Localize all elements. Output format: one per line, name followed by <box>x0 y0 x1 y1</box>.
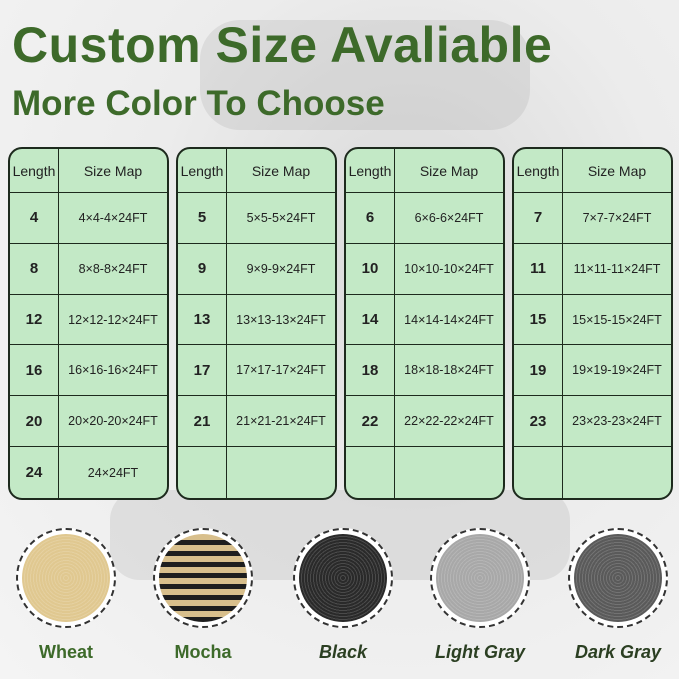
page-title: Custom Size Avaliable <box>12 17 553 73</box>
length-cell: 20 <box>10 396 59 448</box>
length-cell: 17 <box>178 345 227 397</box>
length-cell: 16 <box>10 345 59 397</box>
length-cell: 12 <box>10 294 59 346</box>
header-length: Length <box>10 149 59 193</box>
size-cell: 12×12-12×24FT <box>59 295 167 346</box>
size-cell <box>563 447 671 498</box>
length-cell: 18 <box>346 345 395 397</box>
fabric-texture <box>436 534 524 622</box>
color-label: Dark Gray <box>574 642 662 662</box>
header-size-map: Size Map <box>395 149 503 193</box>
size-cell: 16×16-16×24FT <box>59 345 167 397</box>
color-label: Wheat <box>39 642 93 662</box>
color-swatch-wheat[interactable] <box>16 528 116 628</box>
header-size-map: Size Map <box>59 149 167 193</box>
length-cell: 7 <box>514 193 563 244</box>
fabric-texture <box>574 534 662 622</box>
size-cell: 9×9-9×24FT <box>227 244 335 295</box>
size-cell: 22×22-22×24FT <box>395 396 503 448</box>
color-swatch-light-gray[interactable] <box>430 528 530 628</box>
size-cell: 15×15-15×24FT <box>563 295 671 346</box>
page-subtitle: More Color To Choose <box>12 84 385 123</box>
length-cell: 9 <box>178 243 227 295</box>
size-table: Length Size Map 4 4×4-4×24FT 8 8×8-8×24FT 12 12… <box>8 147 169 500</box>
color-label: Mocha <box>174 642 232 662</box>
length-cell: 15 <box>514 294 563 346</box>
size-cell <box>395 447 503 498</box>
length-cell: 10 <box>346 243 395 295</box>
size-cell: 7×7-7×24FT <box>563 193 671 244</box>
fabric-texture <box>159 534 247 622</box>
size-table: Length Size Map 6 6×6-6×24FT 10 10×10-10×24FT… <box>344 147 505 500</box>
size-cell: 4×4-4×24FT <box>59 193 167 244</box>
length-cell: 21 <box>178 396 227 448</box>
length-cell: 8 <box>10 243 59 295</box>
length-cell: 22 <box>346 396 395 448</box>
length-cell <box>178 447 227 498</box>
color-label: Black <box>318 642 368 662</box>
size-cell: 6×6-6×24FT <box>395 193 503 244</box>
header-length: Length <box>346 149 395 193</box>
length-cell: 11 <box>514 243 563 295</box>
size-cell <box>227 447 335 498</box>
size-cell: 14×14-14×24FT <box>395 295 503 346</box>
header-length: Length <box>514 149 563 193</box>
color-swatch-mocha[interactable] <box>153 528 253 628</box>
fabric-texture <box>22 534 110 622</box>
color-label: Light Gray <box>434 642 525 662</box>
length-cell: 13 <box>178 294 227 346</box>
size-cell: 21×21-21×24FT <box>227 396 335 448</box>
size-cell: 17×17-17×24FT <box>227 345 335 397</box>
size-cell: 11×11-11×24FT <box>563 244 671 295</box>
length-cell: 24 <box>10 447 59 498</box>
size-cell: 20×20-20×24FT <box>59 396 167 448</box>
length-cell <box>346 447 395 498</box>
length-cell: 14 <box>346 294 395 346</box>
length-cell: 4 <box>10 193 59 244</box>
size-cell: 10×10-10×24FT <box>395 244 503 295</box>
length-cell <box>514 447 563 498</box>
background-machine <box>200 20 530 130</box>
size-cell: 8×8-8×24FT <box>59 244 167 295</box>
length-cell: 6 <box>346 193 395 244</box>
length-cell: 23 <box>514 396 563 448</box>
color-swatch-black[interactable] <box>293 528 393 628</box>
size-cell: 5×5-5×24FT <box>227 193 335 244</box>
header-length: Length <box>178 149 227 193</box>
size-cell: 23×23-23×24FT <box>563 396 671 448</box>
size-cell: 18×18-18×24FT <box>395 345 503 397</box>
length-cell: 19 <box>514 345 563 397</box>
size-cell: 19×19-19×24FT <box>563 345 671 397</box>
size-table: Length Size Map 7 7×7-7×24FT 11 11×11-11×24FT… <box>512 147 673 500</box>
length-cell: 5 <box>178 193 227 244</box>
size-table: Length Size Map 5 5×5-5×24FT 9 9×9-9×24FT 13 13… <box>176 147 337 500</box>
fabric-texture <box>299 534 387 622</box>
header-size-map: Size Map <box>563 149 671 193</box>
header-size-map: Size Map <box>227 149 335 193</box>
size-cell: 13×13-13×24FT <box>227 295 335 346</box>
size-cell: 24×24FT <box>87 465 139 480</box>
color-swatch-dark-gray[interactable] <box>568 528 668 628</box>
